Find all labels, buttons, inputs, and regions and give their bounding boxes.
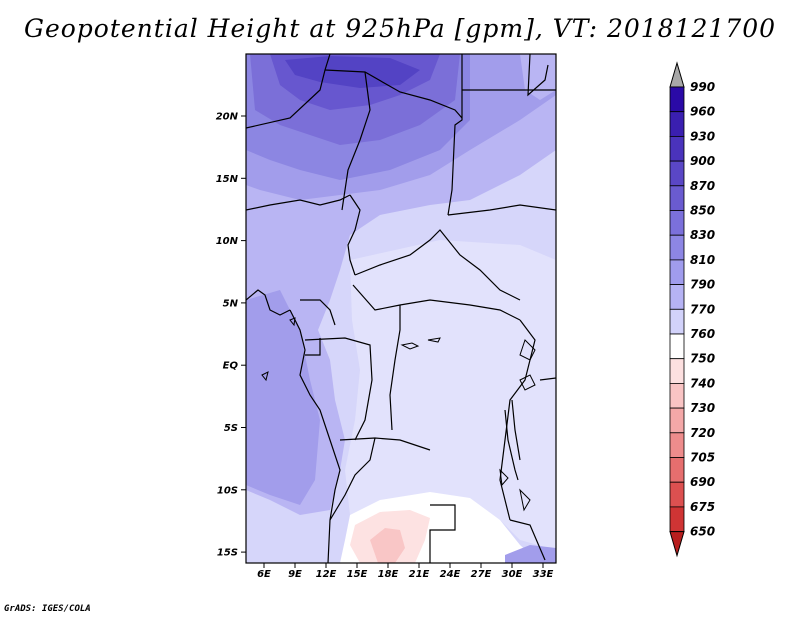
colorbar-swatch: [669, 457, 685, 483]
colorbar-swatch: [669, 185, 685, 211]
country-borders: [246, 54, 556, 563]
lon-tick-label: 6E: [257, 569, 271, 580]
colorbar-label: 810: [690, 253, 715, 267]
colorbar-swatch: [669, 234, 685, 261]
colorbar-bottom-arrow: [669, 531, 685, 558]
colorbar-label: 690: [690, 475, 715, 489]
colorbar-label: 770: [690, 302, 715, 316]
colorbar-label: 675: [690, 500, 715, 514]
colorbar-label: 870: [690, 179, 715, 193]
colorbar-label: 990: [690, 80, 715, 94]
geopotential-field: [246, 54, 556, 563]
colorbar-swatch: [669, 481, 685, 508]
colorbar-label: 850: [690, 204, 715, 218]
latitude-axis: 20N 15N 10N 5N EQ 5S 10S 15S: [216, 112, 246, 559]
colorbar-swatch: [669, 358, 685, 384]
lakes: [261, 317, 536, 512]
colorbar-swatch: [669, 160, 685, 187]
map-frame: [245, 53, 557, 564]
grads-credit: GrADS: IGES/COLA: [4, 604, 91, 614]
lat-tick-label: 5N: [223, 298, 239, 309]
lat-tick-label: 10N: [216, 236, 239, 247]
lat-tick-label: 10S: [217, 485, 238, 496]
colorbar-swatch: [669, 210, 685, 236]
colorbar-swatch: [669, 259, 685, 285]
lat-tick-label: 5S: [224, 423, 238, 434]
lon-tick-label: 12E: [316, 569, 337, 580]
colorbar-label: 960: [690, 105, 715, 119]
colorbar-swatch: [669, 284, 685, 310]
lon-tick-label: 15E: [347, 569, 368, 580]
colorbar-label: 650: [690, 525, 715, 539]
lat-tick-label: 20N: [216, 112, 239, 123]
colorbar-label: 740: [690, 376, 715, 390]
colorbar-swatch: [669, 135, 685, 162]
colorbar-swatch: [669, 308, 685, 335]
colorbar-label: 930: [690, 129, 715, 143]
lon-tick-label: 9E: [288, 569, 302, 580]
colorbar-swatch: [669, 506, 685, 532]
colorbar-label: 830: [690, 228, 715, 242]
lat-tick-label: EQ: [223, 361, 239, 372]
colorbar-swatch: [669, 432, 685, 458]
lon-tick-label: 33E: [533, 569, 554, 580]
colorbar-swatch: [669, 86, 685, 113]
longitude-axis: 6E 9E 12E 15E 18E 21E 24E 27E 30E 33E: [257, 563, 554, 580]
lon-tick-label: 18E: [378, 569, 399, 580]
lon-tick-label: 30E: [502, 569, 523, 580]
colorbar-swatch: [669, 333, 685, 360]
colorbar-label: 760: [690, 327, 715, 341]
colorbar-top-arrow: [669, 61, 685, 88]
lat-tick-label: 15S: [217, 548, 238, 559]
colorbar-swatch: [669, 407, 685, 434]
colorbar-label: 900: [690, 154, 715, 168]
colorbar-label: 730: [690, 401, 715, 415]
colorbar: 990 960 930 900 870 850 830 810 790 770 760 750 740 7…: [669, 61, 715, 558]
lat-tick-label: 15N: [216, 174, 239, 185]
map-title: Geopotential Height at 925hPa [gpm], VT:…: [23, 14, 777, 43]
colorbar-label: 720: [690, 426, 715, 440]
lon-tick-label: 27E: [471, 569, 492, 580]
lon-tick-label: 24E: [440, 569, 461, 580]
colorbar-swatch: [669, 382, 685, 409]
colorbar-label: 705: [690, 451, 715, 465]
colorbar-label: 790: [690, 278, 715, 292]
colorbar-swatch: [669, 111, 685, 137]
lon-tick-label: 21E: [409, 569, 430, 580]
colorbar-label: 750: [690, 352, 715, 366]
